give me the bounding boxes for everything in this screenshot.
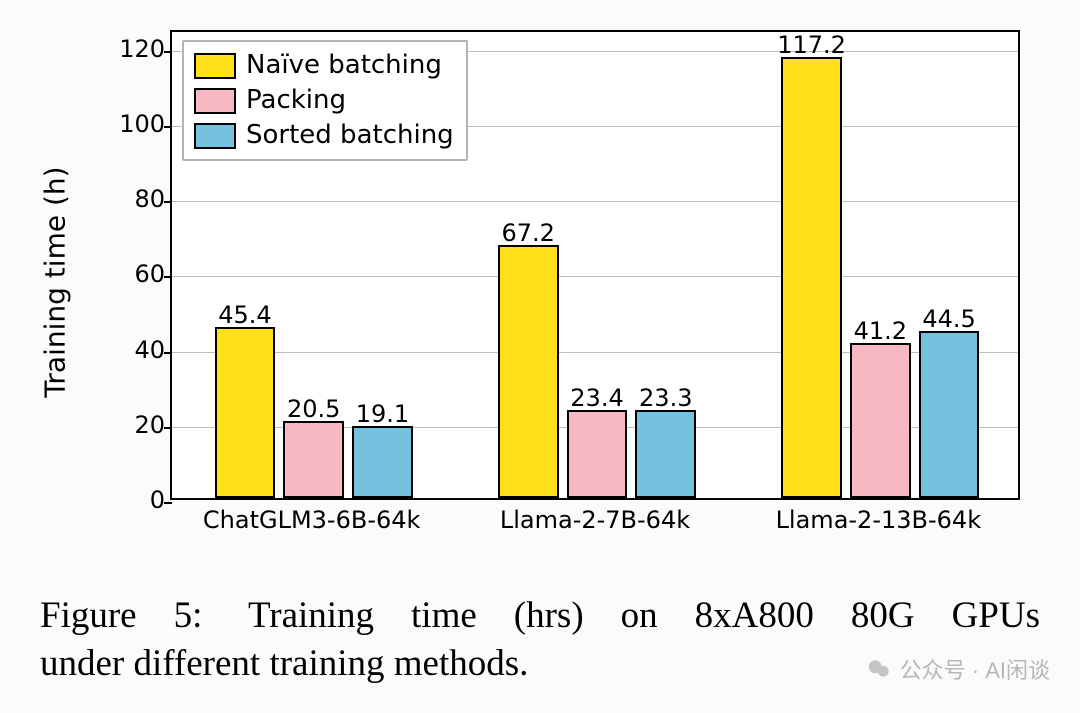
legend-label: Naïve batching (246, 48, 442, 83)
ytick-mark (164, 51, 172, 53)
watermark: 公众号 · AI闲谈 (866, 653, 1050, 685)
bar-value-label: 44.5 (922, 305, 975, 333)
bar (283, 421, 344, 498)
caption-word: on (621, 592, 658, 640)
y-axis-label: Training time (h) (39, 166, 72, 397)
ytick-label: 80 (105, 185, 165, 213)
legend: Naïve batching Packing Sorted batching (182, 40, 468, 161)
bar (919, 331, 980, 498)
bar (215, 327, 276, 498)
caption-word: time (411, 592, 477, 640)
ytick-label: 60 (105, 260, 165, 288)
legend-item: Sorted batching (194, 118, 454, 153)
xtick-label: ChatGLM3-6B-64k (203, 506, 421, 534)
chart: Training time (h) 45.4 20.5 19.1 67.2 23.4 23… (40, 12, 1040, 552)
ytick-mark (164, 276, 172, 278)
xtick-label: Llama-2-7B-64k (500, 506, 690, 534)
figure-container: Training time (h) 45.4 20.5 19.1 67.2 23.4 23… (40, 12, 1040, 552)
caption-word: (hrs) (514, 592, 584, 640)
caption-word: GPUs (952, 592, 1040, 640)
caption-word: 80G (851, 592, 915, 640)
bar-value-label: 19.1 (356, 400, 409, 428)
bar (498, 245, 559, 498)
legend-item: Naïve batching (194, 48, 454, 83)
legend-label: Sorted batching (246, 118, 454, 153)
ytick-label: 100 (105, 110, 165, 138)
bar (635, 410, 696, 498)
bar-value-label: 45.4 (218, 301, 271, 329)
ytick-mark (164, 126, 172, 128)
ytick-mark (164, 352, 172, 354)
wechat-icon (866, 656, 892, 682)
ytick-mark (164, 201, 172, 203)
bar-value-label: 67.2 (502, 219, 555, 247)
caption-word: Training (239, 592, 374, 640)
ytick-label: 0 (105, 486, 165, 514)
bar (352, 426, 413, 498)
legend-item: Packing (194, 83, 454, 118)
caption-word: 8xA800 (695, 592, 814, 640)
bar (781, 57, 842, 498)
gridline (172, 201, 1018, 202)
bar-value-label: 23.4 (570, 384, 623, 412)
xtick-label: Llama-2-13B-64k (776, 506, 982, 534)
watermark-text: 公众号 · AI闲谈 (900, 653, 1050, 685)
bar (850, 343, 911, 498)
bar (567, 410, 628, 498)
legend-label: Packing (246, 83, 346, 118)
ytick-mark (164, 502, 172, 504)
legend-swatch (194, 123, 236, 149)
ytick-label: 40 (105, 336, 165, 364)
ytick-label: 20 (105, 411, 165, 439)
caption-word: Figure (40, 592, 137, 640)
gridline (172, 276, 1018, 277)
ytick-label: 120 (105, 35, 165, 63)
bar-value-label: 20.5 (287, 395, 340, 423)
legend-swatch (194, 88, 236, 114)
ytick-mark (164, 427, 172, 429)
legend-swatch (194, 53, 236, 79)
plot-area: 45.4 20.5 19.1 67.2 23.4 23.3 117.2 41.2 44.5 Na… (170, 30, 1020, 500)
caption-word: 5: (174, 592, 203, 640)
bar-value-label: 41.2 (854, 317, 907, 345)
bar-value-label: 117.2 (777, 31, 846, 59)
bar-value-label: 23.3 (639, 384, 692, 412)
